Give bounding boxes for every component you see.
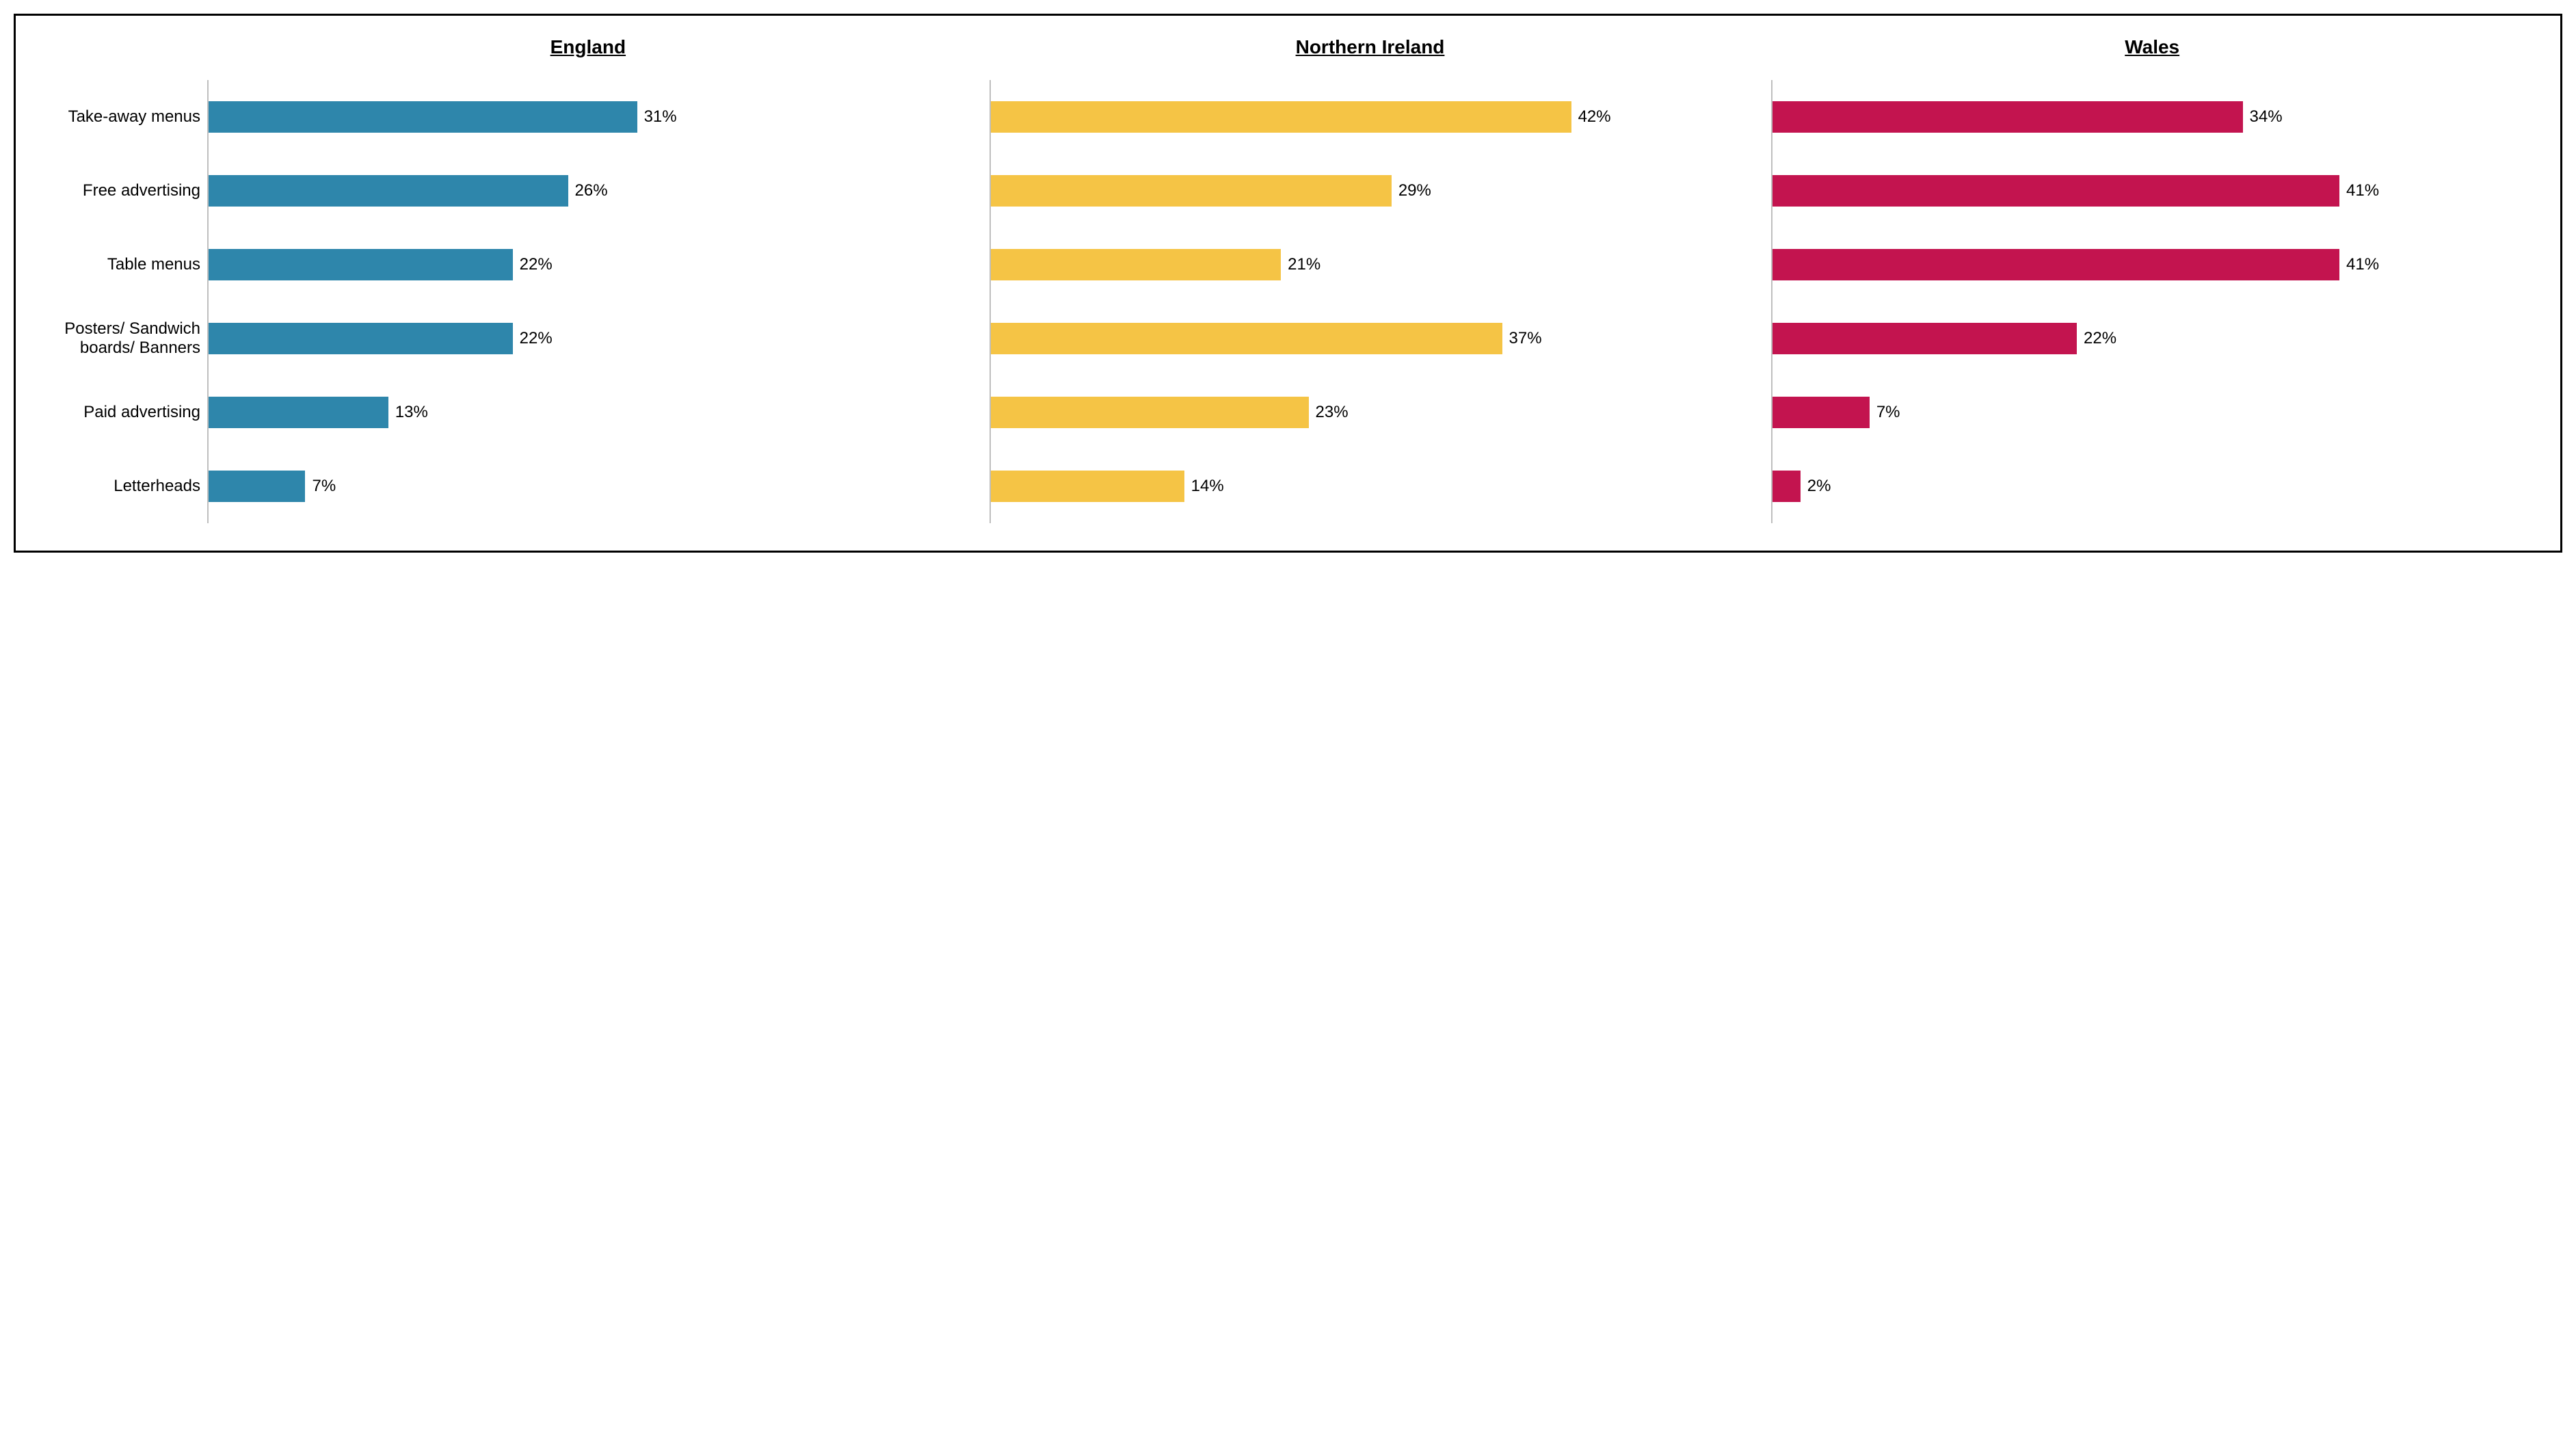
bar-value-label: 31% bbox=[644, 107, 677, 127]
labels-header-spacer bbox=[29, 36, 207, 80]
category-label: Posters/ Sandwich boards/ Banners bbox=[29, 302, 207, 375]
bar-value-label: 37% bbox=[1509, 329, 1542, 348]
bar-value-label: 7% bbox=[312, 477, 336, 496]
series-column: Northern Ireland 42% 29% 21% 37% 23% 14% bbox=[990, 36, 1751, 523]
bar-row: 34% bbox=[1772, 80, 2533, 154]
bar-row: 2% bbox=[1772, 449, 2533, 523]
bar-value-label: 23% bbox=[1316, 403, 1349, 422]
bars-wrap: 31% 26% 22% 22% 13% 7% bbox=[207, 80, 969, 523]
series-title: England bbox=[207, 36, 969, 80]
bar-row: 13% bbox=[209, 375, 969, 449]
bar bbox=[991, 397, 1309, 428]
bars-wrap: 34% 41% 41% 22% 7% 2% bbox=[1771, 80, 2533, 523]
bar bbox=[991, 101, 1571, 133]
bar-value-label: 2% bbox=[1807, 477, 1831, 496]
series-title: Wales bbox=[1771, 36, 2533, 80]
bar bbox=[1772, 397, 1869, 428]
bar-value-label: 41% bbox=[2346, 181, 2379, 200]
series-title: Northern Ireland bbox=[990, 36, 1751, 80]
bar bbox=[209, 101, 637, 133]
bar-row: 21% bbox=[991, 228, 1751, 302]
bar-value-label: 22% bbox=[520, 329, 553, 348]
bar bbox=[991, 249, 1281, 280]
bar-value-label: 13% bbox=[395, 403, 428, 422]
bar-value-label: 29% bbox=[1398, 181, 1431, 200]
bar-row: 37% bbox=[991, 302, 1751, 375]
bar-row: 22% bbox=[1772, 302, 2533, 375]
bar bbox=[991, 323, 1502, 354]
bar bbox=[991, 175, 1392, 207]
bar bbox=[209, 397, 388, 428]
bar-row: 29% bbox=[991, 154, 1751, 228]
bar-value-label: 41% bbox=[2346, 255, 2379, 274]
category-label: Take-away menus bbox=[29, 80, 207, 154]
bar bbox=[209, 249, 513, 280]
bar-row: 31% bbox=[209, 80, 969, 154]
bar bbox=[209, 175, 568, 207]
bar-value-label: 7% bbox=[1876, 403, 1900, 422]
bar-value-label: 26% bbox=[575, 181, 608, 200]
bar-row: 23% bbox=[991, 375, 1751, 449]
bar-row: 22% bbox=[209, 228, 969, 302]
bar-row: 41% bbox=[1772, 154, 2533, 228]
bar-value-label: 34% bbox=[2250, 107, 2283, 127]
category-label: Letterheads bbox=[29, 449, 207, 523]
bar bbox=[1772, 471, 1800, 502]
category-label: Free advertising bbox=[29, 154, 207, 228]
bar-row: 14% bbox=[991, 449, 1751, 523]
bar-row: 7% bbox=[1772, 375, 2533, 449]
bar-value-label: 14% bbox=[1191, 477, 1224, 496]
category-label: Paid advertising bbox=[29, 375, 207, 449]
bar bbox=[1772, 101, 2242, 133]
bar-row: 41% bbox=[1772, 228, 2533, 302]
category-label: Table menus bbox=[29, 228, 207, 302]
bar bbox=[209, 471, 305, 502]
bar bbox=[991, 471, 1184, 502]
bar-row: 7% bbox=[209, 449, 969, 523]
bar bbox=[1772, 249, 2339, 280]
bar-value-label: 21% bbox=[1288, 255, 1320, 274]
bar-row: 26% bbox=[209, 154, 969, 228]
bar-value-label: 42% bbox=[1578, 107, 1611, 127]
bar-row: 42% bbox=[991, 80, 1751, 154]
chart-frame: Take-away menusFree advertisingTable men… bbox=[14, 14, 2562, 553]
series-column: Wales 34% 41% 41% 22% 7% 2% bbox=[1771, 36, 2533, 523]
series-column: England 31% 26% 22% 22% 13% 7% bbox=[207, 36, 969, 523]
bar-value-label: 22% bbox=[520, 255, 553, 274]
bar bbox=[1772, 323, 2077, 354]
bar-value-label: 22% bbox=[2084, 329, 2116, 348]
bar bbox=[1772, 175, 2339, 207]
bar-row: 22% bbox=[209, 302, 969, 375]
bar bbox=[209, 323, 513, 354]
category-labels-column: Take-away menusFree advertisingTable men… bbox=[29, 36, 207, 523]
series-area: England 31% 26% 22% 22% 13% 7% Northern Ireland… bbox=[207, 36, 2533, 523]
bars-wrap: 42% 29% 21% 37% 23% 14% bbox=[990, 80, 1751, 523]
